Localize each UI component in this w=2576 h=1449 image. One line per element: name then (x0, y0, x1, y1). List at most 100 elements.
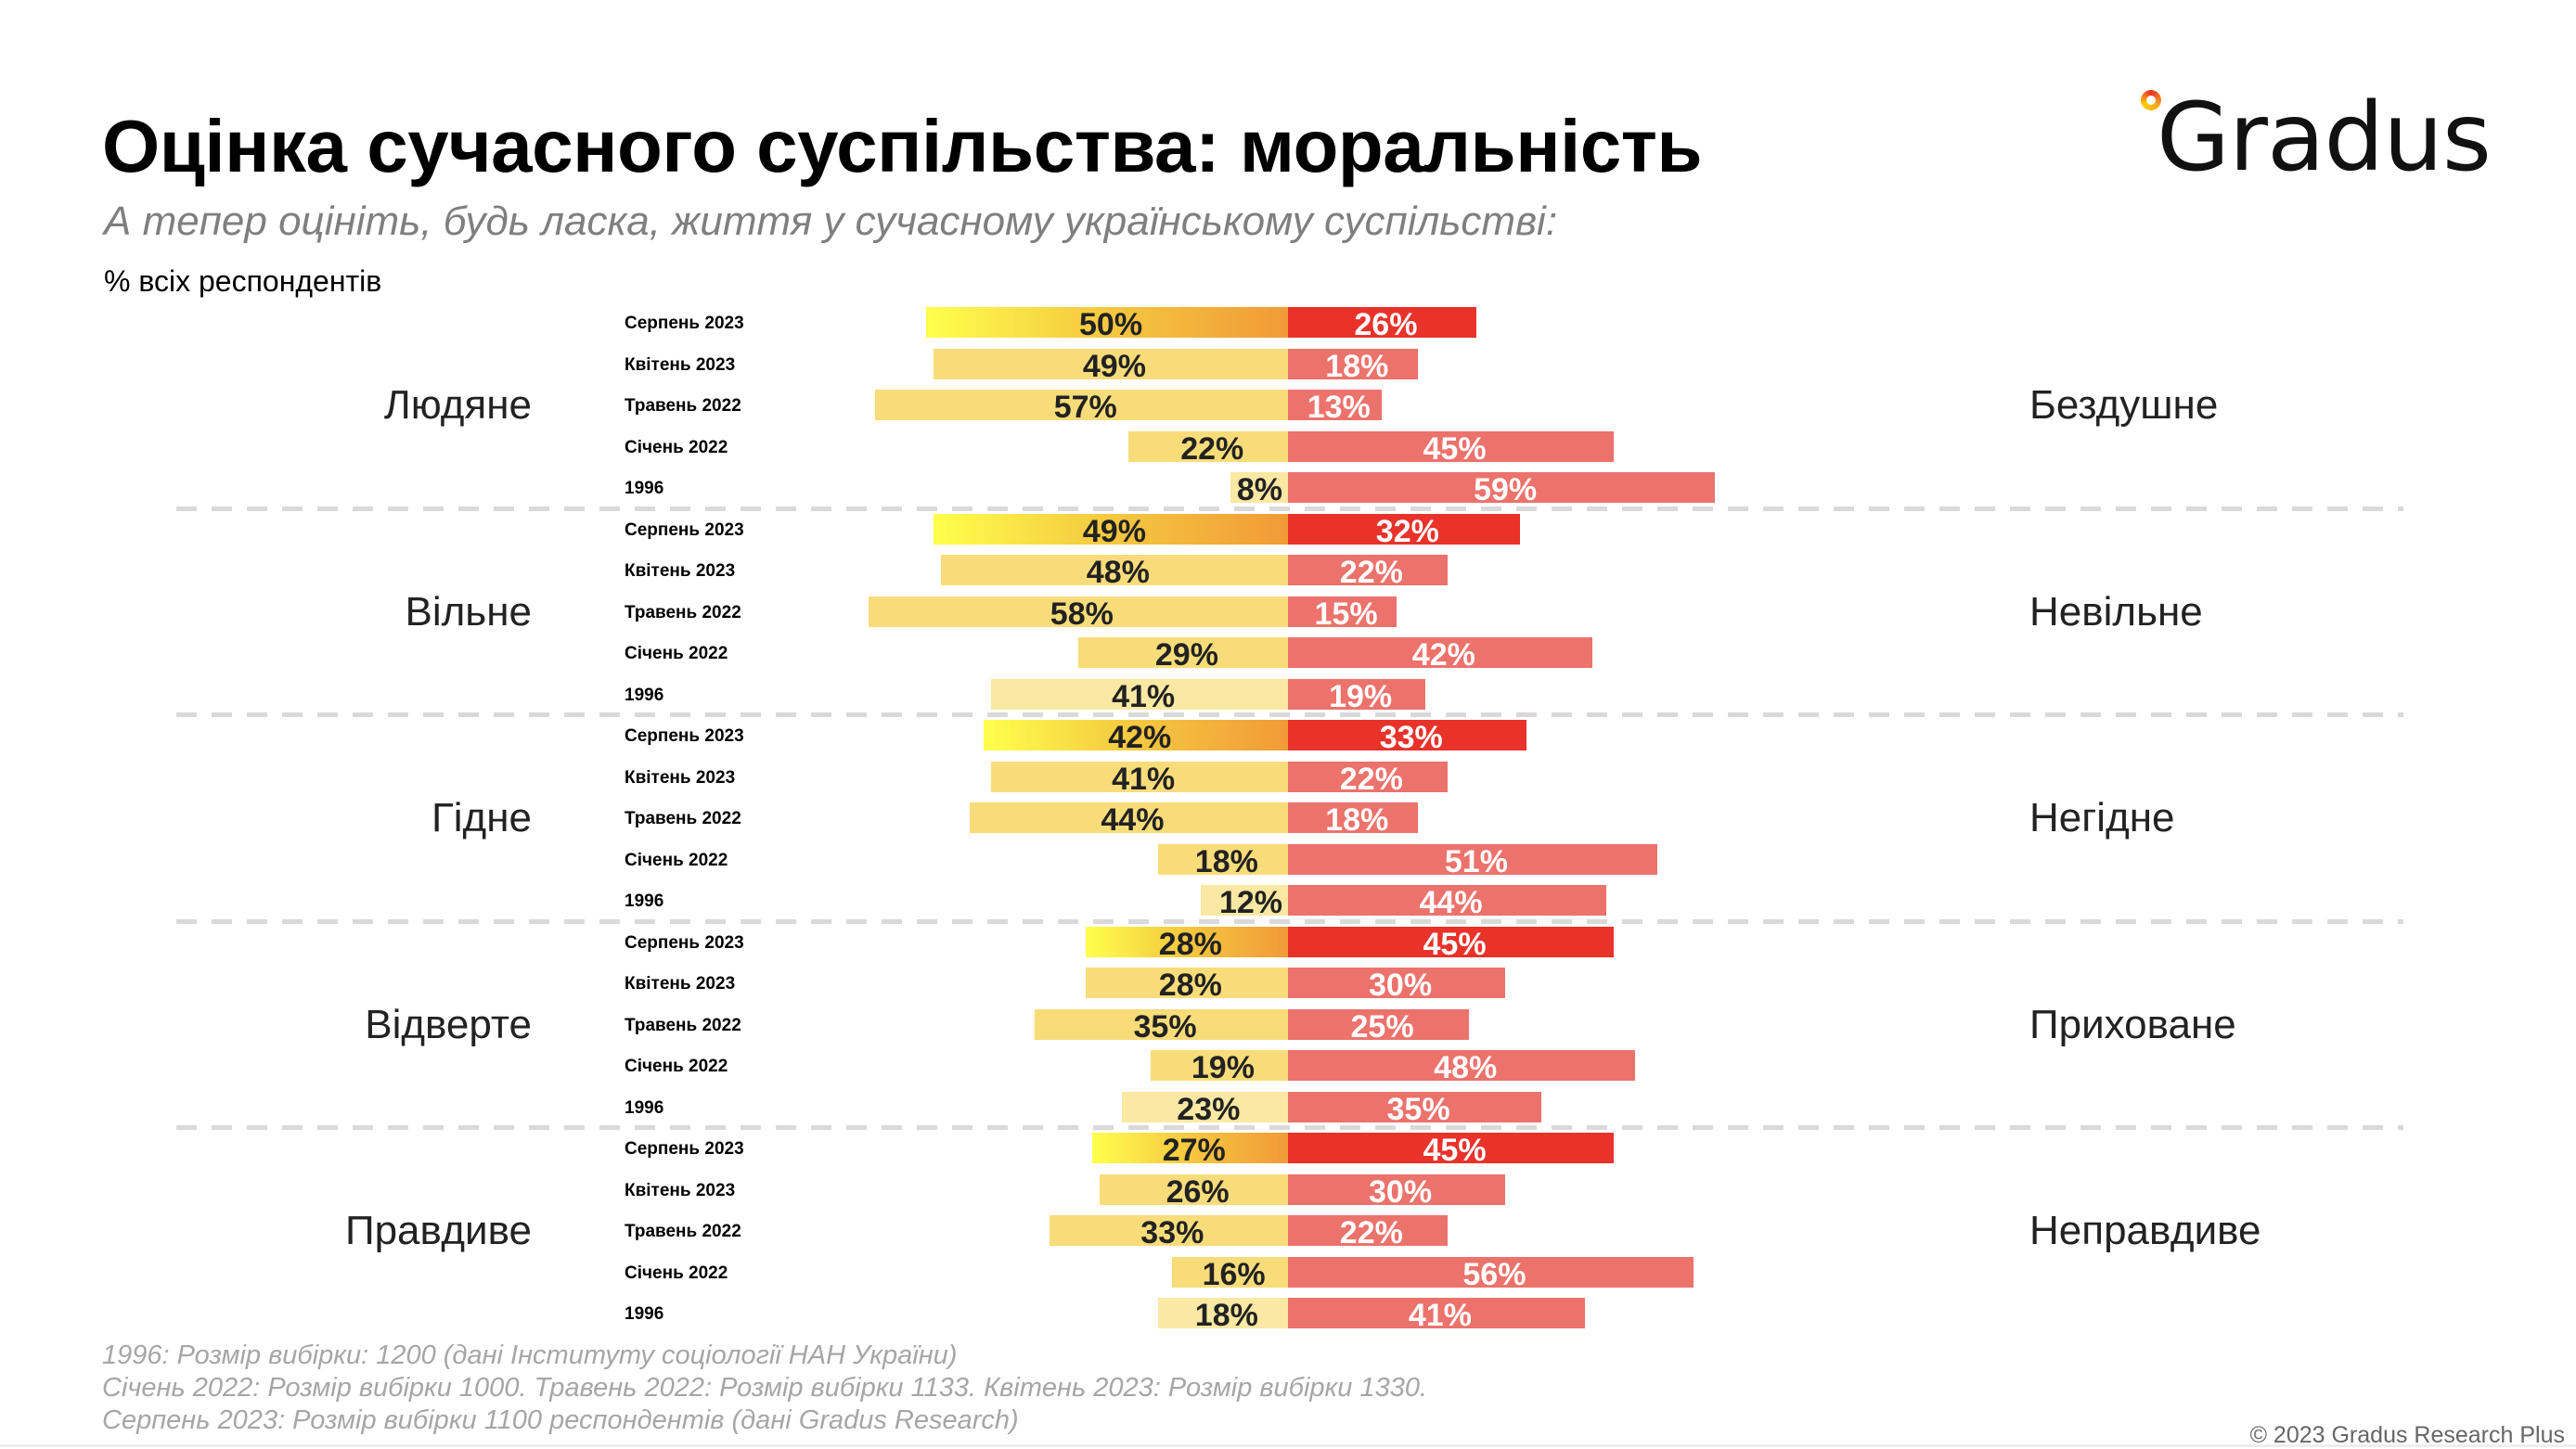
value-label-negative: 33% (1379, 720, 1443, 756)
bar-positive (969, 802, 1288, 834)
value-label-negative: 45% (1423, 926, 1487, 962)
bar-positive (1172, 1256, 1288, 1288)
gradus-logo: Gradus (2134, 83, 2505, 199)
value-label-positive: 19% (1191, 1050, 1255, 1086)
bar-positive (1085, 968, 1288, 999)
unit-note: % всіх респондентів (104, 264, 382, 298)
value-label-positive: 57% (1053, 390, 1117, 425)
value-label-negative: 41% (1408, 1298, 1472, 1334)
footnote-1996: 1996: Розмір вибірки: 1200 (дані Інститу… (102, 1340, 958, 1370)
bar-positive (1092, 1133, 1288, 1164)
bar-positive (868, 596, 1288, 627)
value-label-positive: 26% (1166, 1173, 1230, 1210)
value-label-positive: 48% (1086, 555, 1150, 591)
value-label-positive: 27% (1162, 1133, 1226, 1169)
period-label: Квітень 2023 (625, 561, 736, 582)
bar-positive (875, 390, 1288, 420)
value-label-positive: 50% (1079, 307, 1143, 342)
group-label-left: Правдиве (344, 1208, 532, 1254)
value-label-positive: 16% (1202, 1256, 1266, 1292)
bar-negative (1288, 720, 1527, 751)
period-label: Травень 2022 (625, 1222, 741, 1242)
value-label-positive: 18% (1194, 1298, 1258, 1334)
orange-ring-icon (2141, 90, 2161, 110)
group-separator (176, 918, 2403, 924)
bar-positive (1085, 926, 1288, 957)
bar-positive (1201, 885, 1288, 917)
value-label-positive: 8% (1236, 472, 1282, 507)
value-label-negative: 13% (1307, 390, 1371, 425)
value-label-negative: 25% (1350, 1008, 1414, 1045)
value-label-positive: 44% (1101, 802, 1165, 839)
copyright: © 2023 Gradus Research Plus (2249, 1422, 2565, 1448)
bar-positive (1049, 1215, 1288, 1247)
value-label-positive: 28% (1158, 926, 1222, 962)
logo-text: Gradus (2157, 83, 2492, 193)
period-label: 1996 (625, 479, 664, 498)
period-label: Квітень 2023 (625, 354, 736, 375)
period-label: Серпень 2023 (625, 1139, 744, 1160)
bar-positive (940, 555, 1288, 586)
bar-positive (1121, 1091, 1288, 1122)
value-label-negative: 45% (1423, 430, 1487, 467)
bar-negative (1288, 926, 1614, 957)
group-label-right: Невільне (2029, 588, 2203, 635)
value-label-negative: 30% (1369, 1173, 1433, 1210)
group-label-left: Вільне (405, 588, 533, 635)
bar-negative (1288, 307, 1476, 338)
period-label: Травень 2022 (625, 809, 741, 829)
period-label: Квітень 2023 (625, 974, 736, 994)
period-label: Травень 2022 (625, 602, 741, 622)
bar-negative (1288, 430, 1614, 462)
period-label: Серпень 2023 (625, 519, 744, 540)
value-label-positive: 49% (1082, 513, 1146, 549)
period-label: Травень 2022 (625, 396, 741, 416)
bar-positive (1230, 472, 1288, 503)
group-label-left: Людяне (383, 382, 532, 428)
bar-positive (1157, 1298, 1288, 1329)
question-subtitle: А тепер оцініть, будь ласка, життя у суч… (104, 199, 1558, 244)
value-label-positive: 58% (1050, 596, 1114, 632)
value-label-negative: 32% (1375, 513, 1439, 549)
bar-negative (1288, 555, 1448, 586)
value-label-negative: 48% (1434, 1050, 1498, 1086)
group-label-right: Приховане (2029, 1001, 2236, 1047)
value-label-positive: 41% (1112, 761, 1176, 797)
value-label-positive: 22% (1180, 430, 1244, 467)
bar-negative (1288, 1133, 1614, 1164)
period-label: Січень 2022 (625, 850, 728, 870)
group-separator (176, 712, 2403, 718)
value-label-positive: 28% (1158, 968, 1222, 1004)
value-label-negative: 19% (1329, 678, 1393, 714)
value-label-negative: 15% (1314, 596, 1378, 632)
bar-positive (984, 720, 1288, 751)
value-label-positive: 49% (1082, 348, 1146, 384)
bar-negative (1288, 1050, 1636, 1082)
period-label: Квітень 2023 (625, 1180, 736, 1200)
group-label-right: Негідне (2029, 795, 2175, 841)
bar-positive (933, 348, 1288, 379)
period-label: Серпень 2023 (625, 932, 744, 953)
group-label-left: Гідне (431, 795, 532, 841)
bar-negative (1288, 472, 1716, 503)
bar-positive (1150, 1050, 1288, 1082)
bar-positive (926, 307, 1288, 338)
value-label-negative: 30% (1369, 968, 1433, 1004)
bar-positive (1100, 1173, 1288, 1205)
bar-negative (1288, 1173, 1505, 1205)
period-label: Квітень 2023 (625, 767, 736, 788)
bar-positive (1157, 843, 1288, 875)
value-label-negative: 18% (1325, 802, 1389, 839)
value-label-negative: 22% (1339, 761, 1403, 797)
bar-negative (1288, 348, 1419, 379)
group-label-right: Бездушне (2029, 382, 2219, 428)
value-label-positive: 42% (1108, 720, 1172, 756)
bar-positive (991, 678, 1288, 710)
bar-positive (1035, 1008, 1288, 1040)
bar-negative (1288, 390, 1383, 420)
bar-negative (1288, 1298, 1585, 1329)
value-label-negative: 22% (1339, 1215, 1403, 1251)
bar-negative (1288, 968, 1505, 999)
value-label-positive: 29% (1154, 637, 1218, 673)
bar-negative (1288, 513, 1520, 545)
